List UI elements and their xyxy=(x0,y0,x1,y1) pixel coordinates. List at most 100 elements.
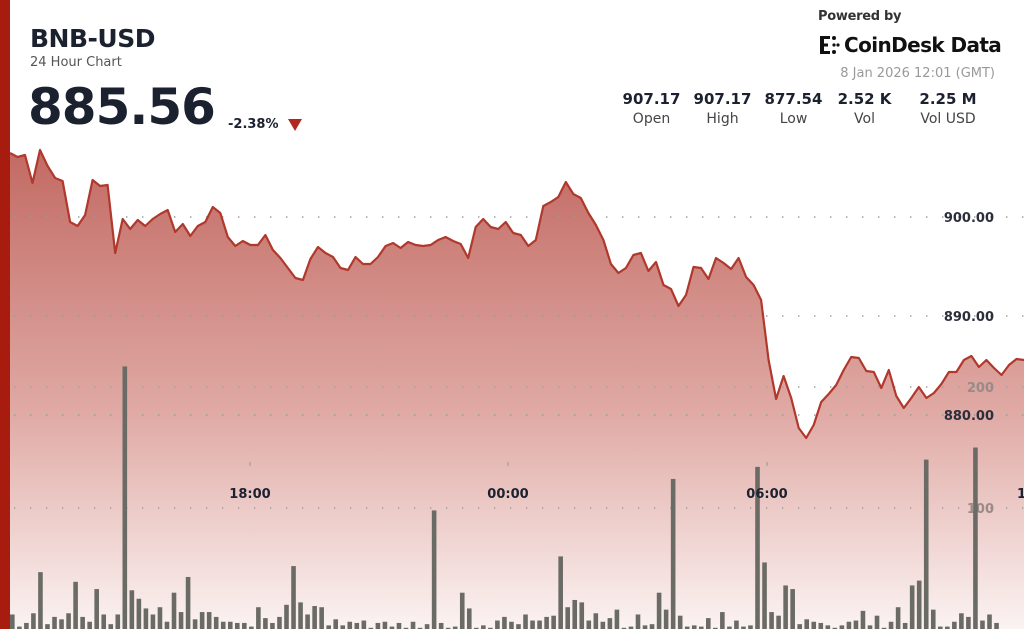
stat-value: 907.17 xyxy=(693,90,752,108)
volume-bar xyxy=(227,621,233,629)
volume-bar xyxy=(769,612,774,629)
volume-bar xyxy=(839,625,845,629)
volume-bar xyxy=(867,625,873,629)
volume-bar xyxy=(438,622,444,629)
volume-bar xyxy=(459,592,465,629)
volume-bar xyxy=(263,618,268,629)
volume-bar xyxy=(417,627,423,629)
y-tick-label: 890.00 xyxy=(944,310,994,325)
volume-bar xyxy=(284,604,289,629)
volume-bar xyxy=(59,619,64,629)
volume-bar xyxy=(157,607,163,629)
x-tick-label: 18:00 xyxy=(229,487,270,502)
accent-bar xyxy=(0,0,10,629)
volume-bar xyxy=(825,625,831,629)
volume-bar xyxy=(565,607,570,629)
volume-bar xyxy=(270,622,275,629)
volume-bar xyxy=(52,616,57,629)
volume-bar xyxy=(804,619,810,629)
volume-bar xyxy=(670,478,676,629)
symbol-title: BNB-USD xyxy=(30,24,155,53)
stat-label: Open xyxy=(632,111,671,127)
volume-bar xyxy=(790,589,795,629)
volume-bar xyxy=(994,622,999,629)
volume-bar xyxy=(73,581,78,629)
x-tick-label: 12 xyxy=(1017,487,1024,502)
stat-label: Vol xyxy=(854,111,875,127)
volume-bar xyxy=(614,609,620,629)
volume-bar xyxy=(199,612,205,629)
volume-bar xyxy=(909,585,915,629)
volume-bar xyxy=(115,614,121,629)
coindesk-data-logo[interactable]: CoinDesk Data xyxy=(818,33,1002,57)
volume-bar xyxy=(544,616,549,629)
volume-bar xyxy=(593,613,599,629)
volume-bar xyxy=(762,562,767,629)
volume-bar xyxy=(319,607,324,629)
volume-bar xyxy=(382,621,388,629)
volume-bar xyxy=(94,589,99,629)
volume-bar xyxy=(642,625,648,629)
volume-tick-label: 200 xyxy=(967,381,994,396)
x-tick-label: 00:00 xyxy=(487,487,528,502)
volume-bar xyxy=(797,624,802,629)
volume-bar xyxy=(706,618,711,629)
volume-bar xyxy=(537,620,542,629)
volume-bar xyxy=(853,620,859,629)
volume-bar xyxy=(488,627,493,629)
volume-bar xyxy=(474,627,479,629)
volume-bar xyxy=(495,620,500,629)
volume-bar xyxy=(818,622,824,629)
logo-text: CoinDesk Data xyxy=(844,33,1002,57)
stat-vol-usd: 2.25 M Vol USD xyxy=(900,90,996,127)
volume-bar xyxy=(516,624,521,629)
volume-bar xyxy=(143,608,149,629)
volume-bar xyxy=(973,447,978,629)
volume-bar xyxy=(192,619,198,629)
volume-bar xyxy=(326,625,331,629)
volume-bar xyxy=(361,620,367,629)
volume-bar xyxy=(902,622,908,629)
volume-bar xyxy=(375,622,381,629)
volume-bar xyxy=(930,609,936,629)
volume-bar xyxy=(396,622,402,629)
volume-bar xyxy=(178,612,184,629)
stat-low: 877.54 Low xyxy=(758,90,829,127)
down-triangle-icon xyxy=(288,119,302,131)
volume-bar xyxy=(368,627,374,629)
volume-bar xyxy=(523,614,528,629)
volume-tick-label: 100 xyxy=(967,502,994,517)
volume-bar xyxy=(952,621,957,629)
stat-label: Vol USD xyxy=(920,111,976,127)
volume-bar xyxy=(691,625,697,629)
volume-bar xyxy=(621,627,627,629)
stat-value: 907.17 xyxy=(622,90,681,108)
volume-bar xyxy=(755,466,760,629)
volume-bar xyxy=(403,627,409,629)
volume-bar xyxy=(10,614,15,629)
volume-bar xyxy=(811,621,817,629)
volume-bar xyxy=(783,585,788,629)
stats-row: 907.17 Open 907.17 High 877.54 Low 2.52 K Vo… xyxy=(616,90,996,127)
volume-bar xyxy=(558,556,563,629)
volume-bar xyxy=(220,621,226,629)
volume-bar xyxy=(572,599,578,629)
chart-subtitle: 24 Hour Chart xyxy=(30,55,122,70)
volume-bar xyxy=(684,626,690,629)
volume-bar xyxy=(242,622,247,629)
volume-bar xyxy=(748,625,753,629)
volume-bar xyxy=(551,615,556,629)
volume-bar xyxy=(874,615,880,629)
timestamp: 8 Jan 2026 12:01 (GMT) xyxy=(840,66,995,81)
volume-bar xyxy=(410,621,416,629)
volume-bar xyxy=(727,626,732,629)
volume-bar xyxy=(66,613,71,629)
volume-bar xyxy=(298,602,303,629)
volume-bar xyxy=(45,624,50,629)
y-tick-label: 880.00 xyxy=(944,409,994,424)
volume-bar xyxy=(980,620,985,629)
volume-bar xyxy=(502,616,507,629)
volume-bar xyxy=(129,590,135,629)
volume-bar xyxy=(607,618,613,629)
